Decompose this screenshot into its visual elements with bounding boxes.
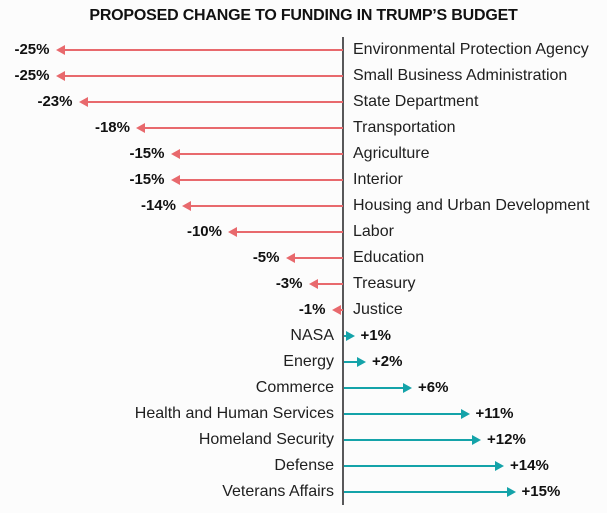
value-label: -14% xyxy=(140,197,176,214)
right-arrowhead-icon xyxy=(357,357,366,367)
agency-label: Housing and Urban Development xyxy=(353,197,590,214)
positive-arrow-line xyxy=(344,439,474,441)
left-arrowhead-icon xyxy=(331,305,341,315)
agency-label: Small Business Administration xyxy=(353,67,568,84)
value-label: -23% xyxy=(37,93,73,110)
left-arrowhead-icon xyxy=(55,45,65,55)
agency-label: Labor xyxy=(353,223,394,240)
negative-arrow-line xyxy=(236,231,343,233)
agency-label: Homeland Security xyxy=(198,431,334,448)
agency-label: Energy xyxy=(283,353,334,370)
agency-label: Agriculture xyxy=(353,145,430,162)
left-arrowhead-icon xyxy=(170,149,180,159)
agency-label: Justice xyxy=(353,301,403,318)
left-arrowhead-icon xyxy=(136,123,145,133)
value-label: -25% xyxy=(14,41,50,58)
negative-arrow-line xyxy=(190,205,343,207)
agency-label: Defense xyxy=(274,457,334,474)
agency-label: Commerce xyxy=(255,379,334,396)
negative-arrow-line xyxy=(63,49,343,51)
left-arrowhead-icon xyxy=(170,175,180,185)
positive-arrow-line xyxy=(344,387,405,389)
left-arrowhead-icon xyxy=(78,97,88,107)
right-arrowhead-icon xyxy=(472,435,481,445)
negative-arrow-line xyxy=(63,75,343,77)
negative-arrow-line xyxy=(316,283,343,285)
right-arrowhead-icon xyxy=(460,409,470,419)
value-label: +6% xyxy=(418,379,449,396)
left-arrowhead-icon xyxy=(285,253,295,263)
negative-arrow-line xyxy=(339,309,343,311)
agency-label: Health and Human Services xyxy=(134,405,334,422)
right-arrowhead-icon xyxy=(495,461,504,471)
agency-label: Education xyxy=(353,249,425,266)
agency-label: Interior xyxy=(353,171,403,188)
agency-label: Environmental Protection Agency xyxy=(353,41,589,58)
value-label: +1% xyxy=(360,327,391,344)
value-label: +2% xyxy=(372,353,403,370)
agency-label: Treasury xyxy=(353,275,416,292)
right-arrowhead-icon xyxy=(403,383,412,393)
negative-arrow-line xyxy=(86,101,343,103)
negative-arrow-line xyxy=(144,127,343,129)
positive-arrow-line xyxy=(344,361,359,363)
left-arrowhead-icon xyxy=(55,71,65,81)
value-label: -5% xyxy=(252,249,280,266)
positive-arrow-line xyxy=(344,491,509,493)
page-title: PROPOSED CHANGE TO FUNDING IN TRUMP’S BU… xyxy=(89,7,518,24)
left-arrowhead-icon xyxy=(308,279,318,289)
left-arrowhead-icon xyxy=(182,201,191,211)
value-label: +15% xyxy=(521,483,561,500)
value-label: -1% xyxy=(298,301,326,318)
right-arrowhead-icon xyxy=(345,331,355,341)
left-arrowhead-icon xyxy=(228,227,237,237)
value-label: -10% xyxy=(186,223,222,240)
value-label: -3% xyxy=(275,275,303,292)
agency-label: State Department xyxy=(353,93,479,110)
agency-label: Transportation xyxy=(353,119,456,136)
agency-label: NASA xyxy=(290,327,334,344)
value-label: +12% xyxy=(487,431,526,448)
value-label: -15% xyxy=(129,171,165,188)
negative-arrow-line xyxy=(178,179,343,181)
value-label: +14% xyxy=(510,457,549,474)
value-label: -15% xyxy=(129,145,165,162)
value-label: +11% xyxy=(475,405,514,422)
negative-arrow-line xyxy=(293,257,343,259)
axis-line xyxy=(342,37,344,505)
agency-label: Veterans Affairs xyxy=(222,483,334,500)
positive-arrow-line xyxy=(344,413,463,415)
value-label: -25% xyxy=(14,67,50,84)
right-arrowhead-icon xyxy=(506,487,516,497)
positive-arrow-line xyxy=(344,465,497,467)
value-label: -18% xyxy=(94,119,130,136)
negative-arrow-line xyxy=(178,153,343,155)
